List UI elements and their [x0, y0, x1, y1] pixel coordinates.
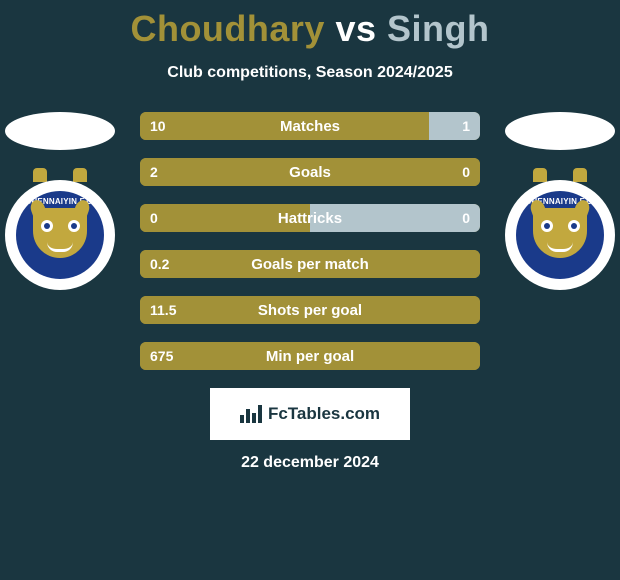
stat-row: 10Matches1 — [140, 112, 480, 140]
title-vs: vs — [335, 8, 376, 49]
stat-label: Goals — [140, 164, 480, 181]
player-a-column: CHENNAIYIN F.C. — [0, 112, 120, 290]
trophy-icon — [533, 168, 547, 182]
stat-value-right: 0 — [462, 210, 470, 226]
stats-bars: 10Matches12Goals00Hattricks00.2Goals per… — [140, 112, 480, 370]
stat-row: 11.5Shots per goal — [140, 296, 480, 324]
stat-row: 2Goals0 — [140, 158, 480, 186]
date-text: 22 december 2024 — [0, 454, 620, 472]
player-b-column: CHENNAIYIN F.C. — [500, 112, 620, 290]
player-b-silhouette — [505, 112, 615, 150]
stat-row: 675Min per goal — [140, 342, 480, 370]
title-player-b: Singh — [387, 8, 489, 49]
trophy-icon — [33, 168, 47, 182]
player-a-crest: CHENNAIYIN F.C. — [5, 180, 115, 290]
player-b-crest: CHENNAIYIN F.C. — [505, 180, 615, 290]
stat-value-right: 1 — [462, 118, 470, 134]
stat-label: Min per goal — [140, 348, 480, 365]
subtitle: Club competitions, Season 2024/2025 — [0, 64, 620, 82]
stat-label: Hattricks — [140, 210, 480, 227]
watermark: FcTables.com — [210, 388, 410, 440]
crest-emblem-icon — [533, 208, 587, 258]
comparison-area: CHENNAIYIN F.C. 10Matches12Goals00Hattri… — [0, 112, 620, 370]
stat-label: Matches — [140, 118, 480, 135]
stat-row: 0.2Goals per match — [140, 250, 480, 278]
page-title: Choudhary vs Singh — [0, 0, 620, 50]
watermark-text: FcTables.com — [268, 404, 380, 424]
trophy-icon — [73, 168, 87, 182]
stat-row: 0Hattricks0 — [140, 204, 480, 232]
stat-label: Goals per match — [140, 256, 480, 273]
crest-emblem-icon — [33, 208, 87, 258]
title-player-a: Choudhary — [130, 8, 325, 49]
stat-value-right: 0 — [462, 164, 470, 180]
trophy-icon — [573, 168, 587, 182]
bars-icon — [240, 405, 262, 423]
player-a-silhouette — [5, 112, 115, 150]
stat-label: Shots per goal — [140, 302, 480, 319]
